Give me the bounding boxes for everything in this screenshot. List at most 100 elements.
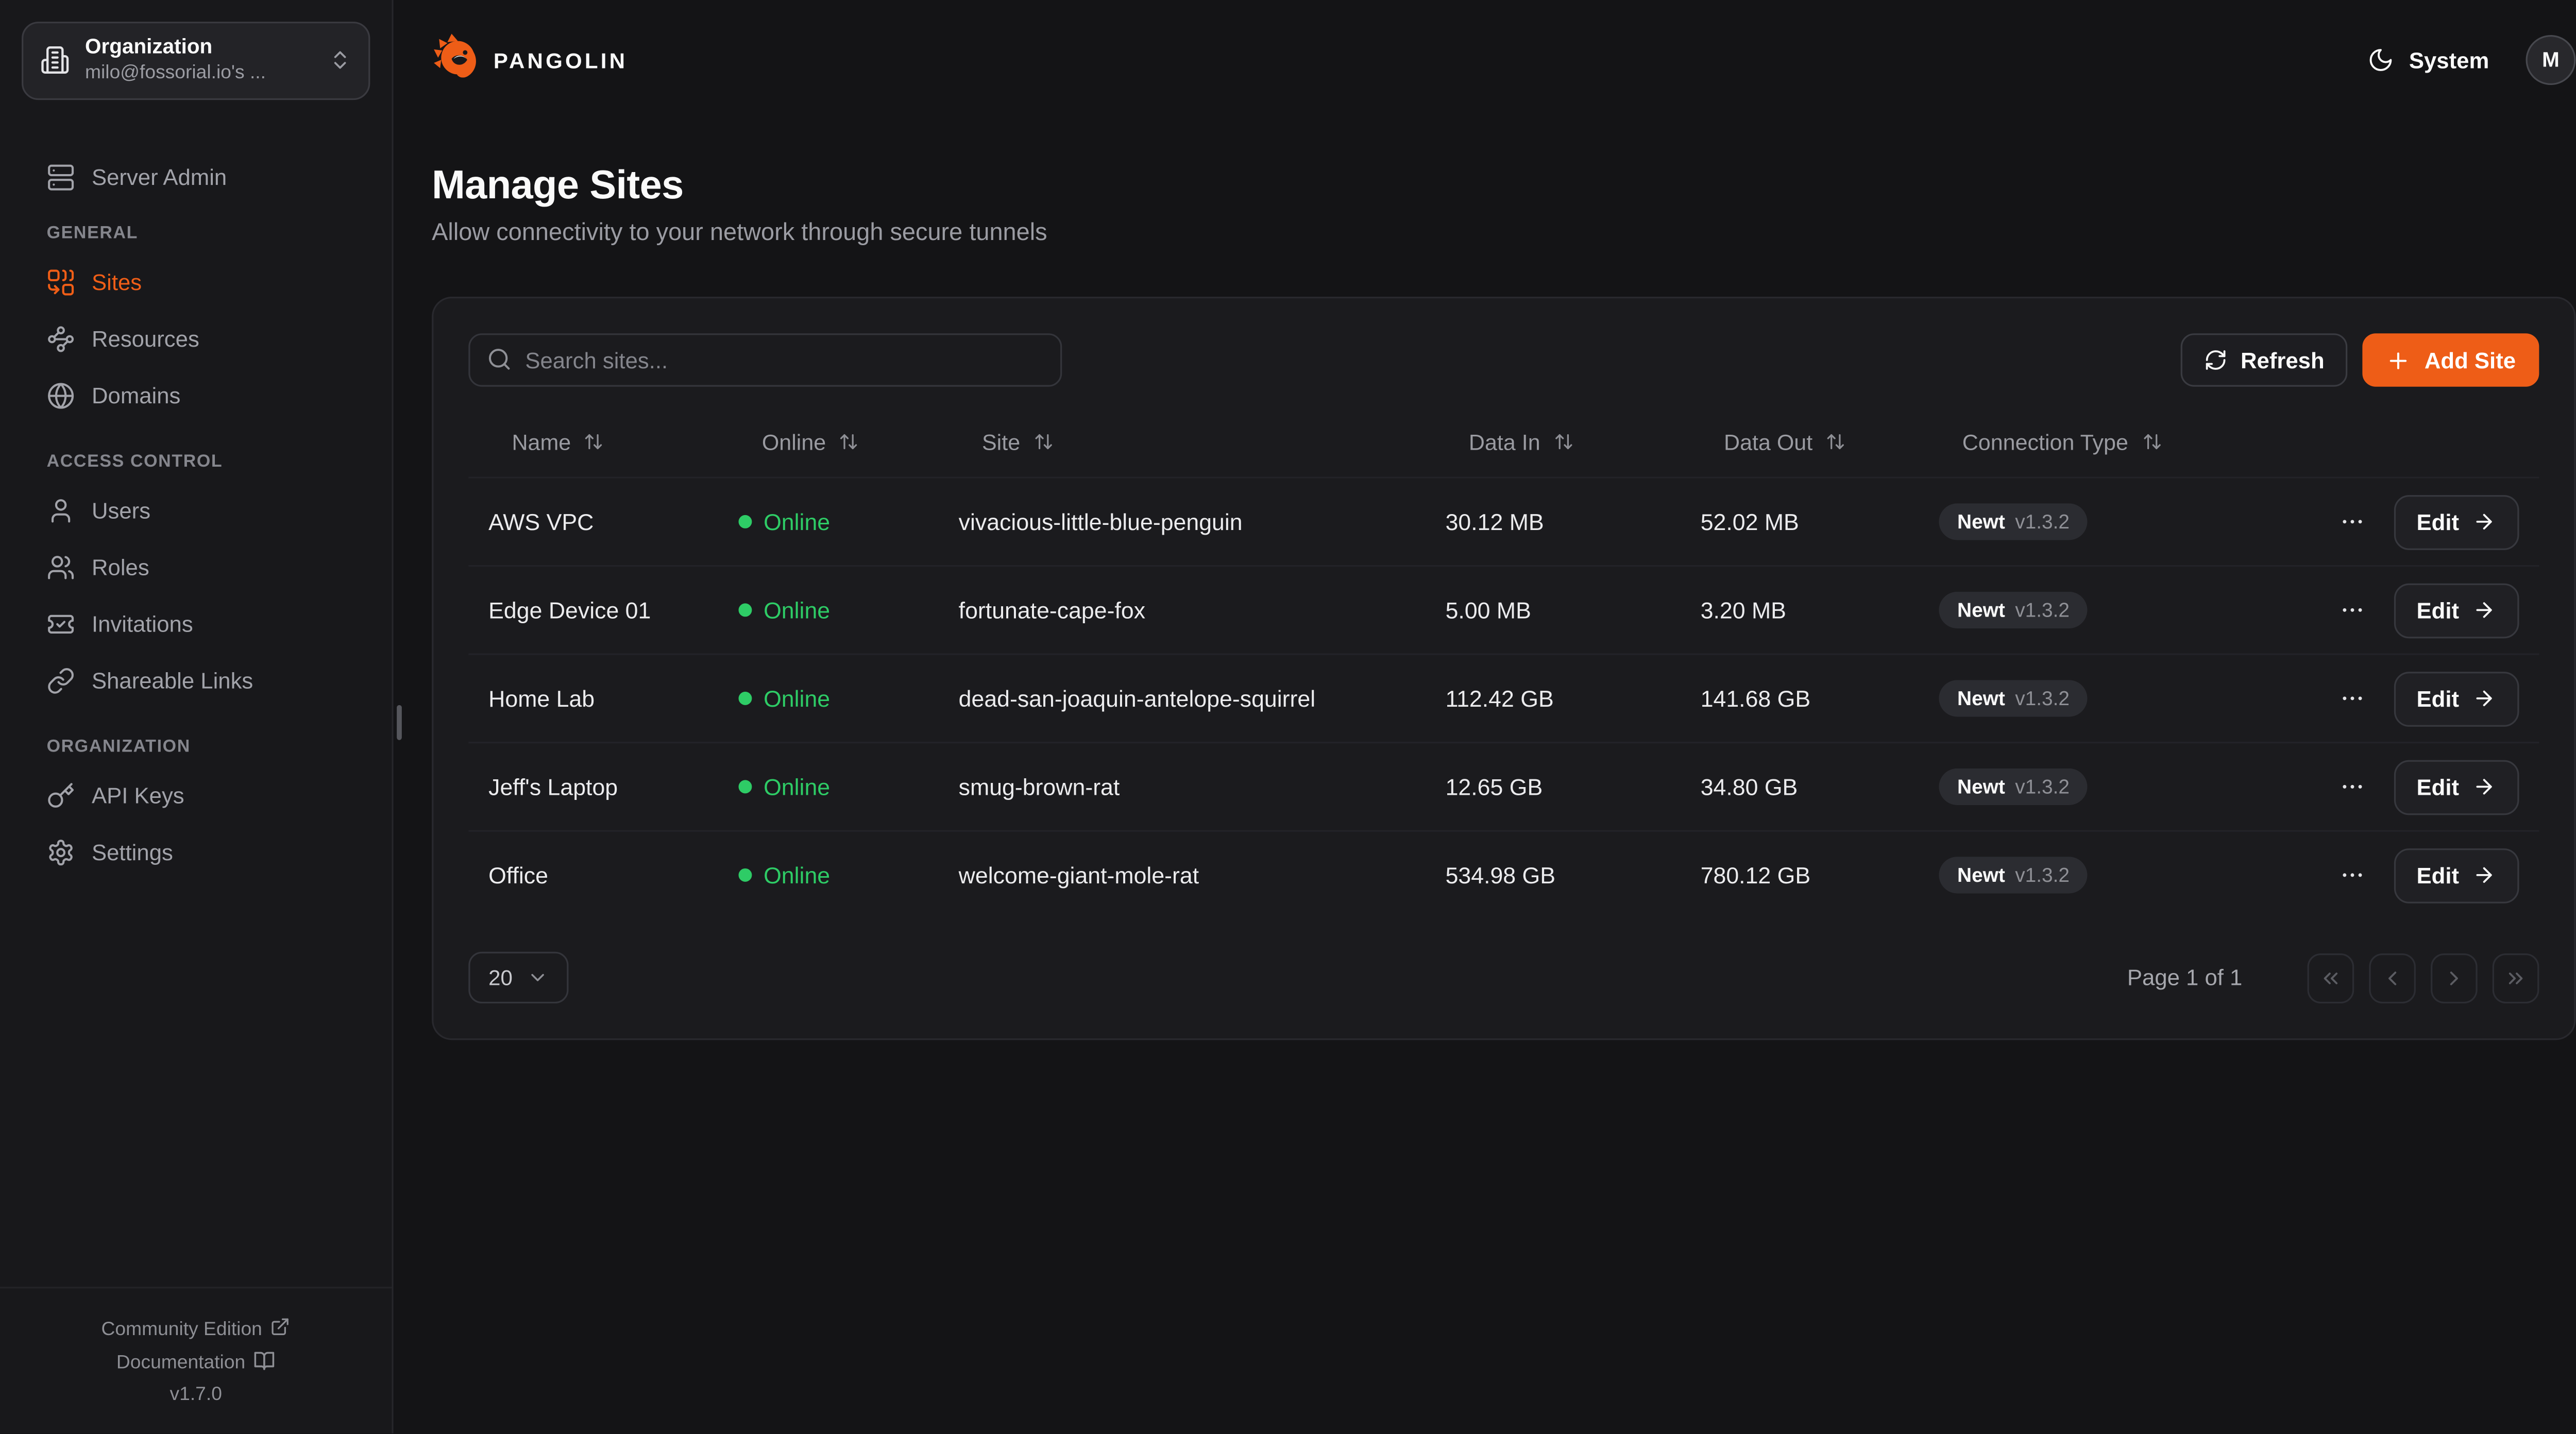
sidebar-scrollbar-thumb[interactable] [397, 705, 402, 740]
row-actions-cell: Edit [2235, 671, 2539, 726]
sidebar-item-api-keys[interactable]: API Keys [22, 773, 370, 817]
search-icon [487, 347, 512, 380]
site-name-cell: Edge Device 01 [488, 598, 651, 623]
chevron-right-icon [2443, 966, 2466, 989]
organization-label: Organization [85, 35, 213, 59]
first-page-button[interactable] [2307, 952, 2354, 1003]
edit-button[interactable]: Edit [2393, 582, 2519, 638]
arrow-right-icon [2472, 599, 2496, 622]
server-icon [47, 163, 75, 191]
site-name-cell: Home Lab [488, 686, 595, 711]
page-title: Manage Sites [432, 163, 684, 209]
data-in-cell: 30.12 MB [1445, 509, 1544, 535]
connection-type-cell: Newt v1.3.2 [1919, 768, 2236, 805]
waypoints-icon [47, 325, 75, 353]
online-status-text: Online [764, 774, 831, 799]
next-page-button[interactable] [2431, 952, 2478, 1003]
connection-type-cell: Newt v1.3.2 [1919, 857, 2236, 894]
sidebar-item-settings[interactable]: Settings [22, 829, 370, 874]
sidebar-item-sites[interactable]: Sites [22, 259, 370, 304]
edit-button-label: Edit [2416, 509, 2460, 535]
edit-button[interactable]: Edit [2393, 759, 2519, 814]
table-row: AWS VPC Online vivacious-little-blue-pen… [468, 476, 2539, 565]
sidebar-item-label: Sites [91, 269, 142, 295]
sidebar-item-label: API Keys [91, 782, 184, 808]
column-header-data-out[interactable]: Data Out [1681, 429, 1919, 454]
ticket-check-icon [47, 609, 75, 638]
sidebar-item-label: Resources [91, 326, 199, 351]
sites-table: Name Online Site Data In [468, 407, 2539, 918]
rows-per-page-select[interactable]: 20 [468, 951, 569, 1004]
more-actions-icon[interactable] [2338, 685, 2365, 712]
topbar: PANGOLIN System M [432, 0, 2576, 120]
avatar[interactable]: M [2526, 35, 2576, 86]
sidebar-item-server-admin[interactable]: Server Admin [22, 155, 370, 199]
connection-type-version: v1.3.2 [2015, 863, 2070, 887]
table-header-row: Name Online Site Data In [468, 407, 2539, 477]
edit-button[interactable]: Edit [2393, 671, 2519, 726]
search-input[interactable] [468, 333, 1062, 387]
more-actions-icon[interactable] [2338, 862, 2365, 889]
online-status-dot [738, 780, 752, 794]
site-status-cell: Online [719, 509, 939, 534]
online-status-dot [738, 691, 752, 705]
arrow-right-icon [2472, 510, 2496, 533]
sidebar-item-domains[interactable]: Domains [22, 372, 370, 417]
sidebar-item-roles[interactable]: Roles [22, 544, 370, 589]
online-status-text: Online [764, 686, 831, 711]
external-link-icon [270, 1317, 291, 1342]
column-header-online[interactable]: Online [719, 429, 939, 454]
data-out-cell: 3.20 MB [1700, 598, 1786, 623]
app-version: v1.7.0 [170, 1385, 222, 1405]
table-row: Office Online welcome-giant-mole-rat 534… [468, 830, 2539, 919]
sidebar-item-label: Settings [91, 839, 173, 865]
sidebar-item-users[interactable]: Users [22, 488, 370, 533]
online-status-text: Online [764, 598, 831, 623]
sites-card: Refresh Add Site Name [432, 297, 2576, 1040]
more-actions-icon[interactable] [2338, 508, 2365, 535]
more-actions-icon[interactable] [2338, 596, 2365, 623]
data-in-cell: 12.65 GB [1445, 774, 1543, 799]
chevrons-left-icon [2319, 966, 2342, 989]
last-page-button[interactable] [2492, 952, 2539, 1003]
connection-type-badge: Newt v1.3.2 [1939, 503, 2088, 540]
documentation-link[interactable]: Documentation [0, 1350, 392, 1377]
sidebar-item-shareable-links[interactable]: Shareable Links [22, 658, 370, 703]
column-header-data-in[interactable]: Data In [1426, 429, 1681, 454]
previous-page-button[interactable] [2369, 952, 2416, 1003]
table-row: Home Lab Online dead-san-joaquin-antelop… [468, 653, 2539, 742]
organization-selector[interactable]: Organization milo@fossorial.io's ... [22, 22, 370, 99]
column-header-name[interactable]: Name [468, 429, 718, 454]
pagination-bar: 20 Page 1 of 1 [468, 951, 2539, 1004]
arrow-right-icon [2472, 863, 2496, 886]
add-site-button[interactable]: Add Site [2363, 333, 2539, 387]
site-status-cell: Online [719, 598, 939, 623]
connection-type-version: v1.3.2 [2015, 510, 2070, 534]
data-in-cell: 112.42 GB [1445, 686, 1554, 711]
site-status-cell: Online [719, 863, 939, 887]
combine-icon [47, 268, 75, 296]
edit-button[interactable]: Edit [2393, 847, 2519, 903]
sidebar-item-invitations[interactable]: Invitations [22, 601, 370, 646]
chevron-down-icon [528, 967, 549, 988]
pagination-controls: Page 1 of 1 [2127, 952, 2539, 1003]
online-status-dot [738, 603, 752, 617]
book-open-icon [253, 1350, 275, 1377]
more-actions-icon[interactable] [2338, 773, 2365, 800]
rows-per-page-value: 20 [488, 965, 513, 991]
column-header-site[interactable]: Site [939, 429, 1426, 454]
community-edition-link[interactable]: Community Edition [0, 1317, 392, 1342]
connection-type-badge: Newt v1.3.2 [1939, 857, 2088, 894]
edit-button[interactable]: Edit [2393, 494, 2519, 550]
sidebar-item-label: Shareable Links [91, 668, 253, 693]
site-id-cell: dead-san-joaquin-antelope-squirrel [958, 686, 1316, 711]
refresh-button[interactable]: Refresh [2180, 333, 2348, 387]
site-id-cell: vivacious-little-blue-penguin [958, 509, 1243, 535]
sort-icon [2142, 432, 2162, 452]
column-header-connection-type[interactable]: Connection Type [1919, 429, 2236, 454]
brand[interactable]: PANGOLIN [432, 31, 628, 89]
theme-toggle[interactable]: System [2367, 47, 2489, 74]
sort-icon [1033, 432, 1054, 452]
sidebar-item-resources[interactable]: Resources [22, 316, 370, 361]
